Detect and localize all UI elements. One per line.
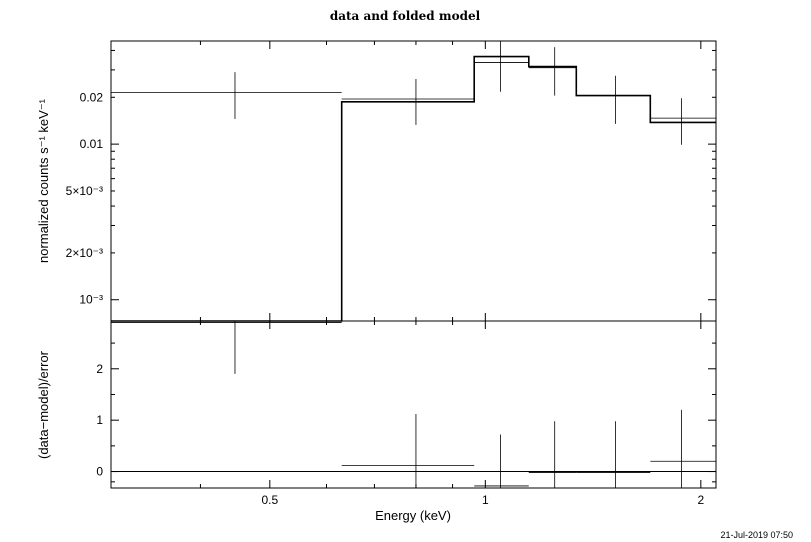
top-y-tick-labels: 10⁻³ 2×10⁻³ 5×10⁻³ 0.01 0.02	[66, 90, 104, 306]
timestamp: 21-Jul-2019 07:50	[720, 530, 793, 540]
top-model-curve	[111, 55, 716, 322]
y-tick-label: 1	[96, 413, 103, 427]
residual-points	[111, 321, 716, 488]
y-tick-label: 5×10⁻³	[66, 184, 103, 198]
y-tick-label: 0	[96, 465, 103, 479]
top-data-points	[111, 41, 716, 145]
top-axis-ticks	[110, 41, 716, 321]
y-tick-label: 2	[96, 362, 103, 376]
chart-title: data and folded model	[330, 9, 481, 23]
bottom-plot-frame	[110, 320, 717, 489]
x-tick-label: 1	[482, 493, 489, 507]
bottom-axis-ticks	[110, 321, 716, 488]
model-step-line	[111, 55, 716, 322]
bottom-tick-labels: 0 1 2 0.5 1 2	[96, 362, 704, 507]
x-axis-label: Energy (keV)	[375, 508, 451, 523]
top-y-axis-label: normalized counts s⁻¹ keV⁻¹	[36, 98, 51, 263]
x-tick-label: 0.5	[261, 493, 278, 507]
bottom-y-axis-label: (data−model)/error	[36, 350, 51, 459]
y-tick-label: 2×10⁻³	[66, 246, 103, 260]
y-tick-label: 0.01	[80, 137, 104, 151]
x-tick-label: 2	[697, 493, 704, 507]
y-tick-label: 0.02	[80, 90, 104, 104]
top-plot-frame	[110, 40, 717, 322]
y-tick-label: 10⁻³	[79, 293, 103, 307]
